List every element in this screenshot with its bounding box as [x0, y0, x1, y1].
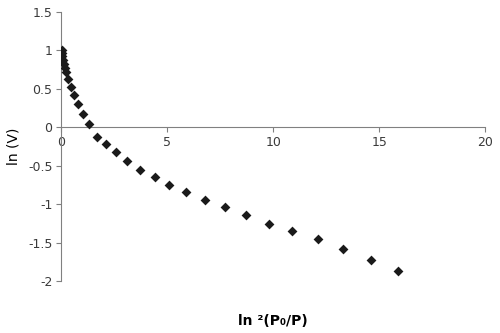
- Point: [202, 197, 209, 202]
- Point: [123, 159, 131, 164]
- Point: [58, 53, 66, 59]
- Point: [94, 134, 102, 139]
- Point: [288, 228, 296, 234]
- Point: [60, 61, 68, 66]
- Point: [314, 236, 322, 242]
- Point: [112, 149, 120, 155]
- Point: [242, 212, 250, 218]
- Point: [64, 76, 72, 82]
- Point: [394, 269, 402, 274]
- Point: [220, 205, 228, 210]
- X-axis label: ln ²(P₀/P): ln ²(P₀/P): [238, 314, 308, 328]
- Y-axis label: ln (V): ln (V): [7, 128, 21, 165]
- Point: [74, 102, 82, 107]
- Point: [102, 142, 110, 147]
- Point: [339, 246, 347, 252]
- Point: [166, 182, 173, 188]
- Point: [78, 111, 86, 116]
- Point: [136, 167, 144, 172]
- Point: [58, 48, 66, 53]
- Point: [70, 92, 78, 98]
- Point: [59, 57, 67, 62]
- Point: [67, 85, 75, 90]
- Point: [62, 69, 70, 75]
- Point: [366, 257, 374, 262]
- Point: [85, 122, 93, 127]
- Point: [182, 189, 190, 195]
- Point: [60, 66, 68, 71]
- Point: [265, 221, 273, 226]
- Point: [150, 175, 158, 180]
- Point: [58, 50, 66, 55]
